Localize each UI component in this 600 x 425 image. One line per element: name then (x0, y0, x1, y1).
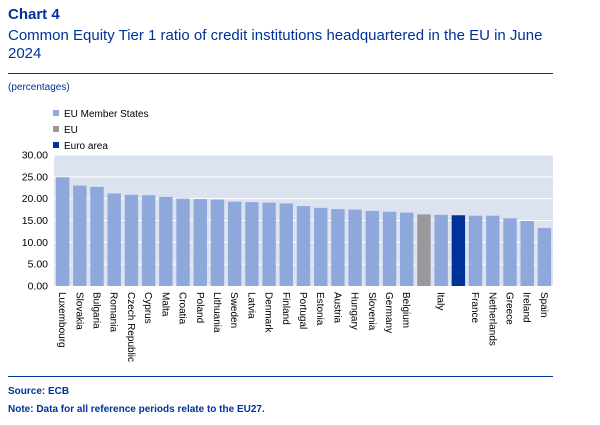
bar-czech-republic (124, 194, 139, 286)
bar-netherlands (486, 215, 500, 286)
bar-belgium (400, 212, 414, 286)
bar-malta (159, 196, 173, 286)
legend-label-euro_area: Euro area (64, 141, 108, 152)
x-axis: Luxembourg Slovakia Bulgaria Romania Czech R… (56, 292, 549, 362)
bar-croatia (176, 198, 190, 286)
bar-france (468, 215, 483, 286)
source-note: Source: ECB (8, 386, 70, 397)
x-tick-label: Croatia (177, 292, 188, 325)
bar-germany (382, 211, 397, 286)
bar-austria (331, 209, 345, 286)
bar-slovenia (365, 210, 380, 286)
bar-ireland (520, 220, 534, 286)
x-tick-label: Denmark (263, 292, 274, 334)
x-tick-label: Estonia (314, 292, 325, 326)
x-tick-label: Greece (503, 292, 514, 325)
x-tick-label: Netherlands (486, 292, 497, 346)
bar-luxembourg (55, 177, 70, 286)
x-tick-label: Bulgaria (91, 292, 102, 329)
y-tick-label: 10.00 (22, 237, 48, 249)
bottom-divider (8, 376, 553, 377)
x-tick-label: Austria (331, 292, 342, 324)
bars (55, 177, 552, 286)
bar-eu (417, 214, 431, 286)
bar-spain (537, 227, 552, 286)
x-tick-label: Poland (194, 292, 205, 323)
x-tick-label: Finland (280, 292, 291, 325)
x-tick-label: Slovakia (73, 292, 84, 330)
x-tick-label: Latvia (245, 292, 256, 319)
chart-number: Chart 4 (8, 6, 60, 23)
bar-romania (107, 193, 121, 286)
x-tick-label: Spain (538, 292, 549, 318)
bar-sweden (227, 201, 242, 286)
x-tick-label: Belgium (400, 292, 411, 328)
bar-chart: EU Member States EU Euro area 0.00 5.00 10.0… (22, 109, 553, 362)
x-tick-label: Sweden (228, 292, 239, 328)
y-tick-label: 25.00 (22, 171, 48, 183)
bar-italy (434, 214, 448, 286)
legend-swatch-member (53, 110, 59, 116)
x-tick-label: Slovenia (366, 292, 377, 331)
footnote: Note: Data for all reference periods rel… (8, 404, 265, 415)
bar-hungary (348, 209, 362, 286)
top-divider (8, 73, 553, 74)
y-tick-label: 5.00 (28, 259, 49, 271)
x-tick-label: Luxembourg (56, 292, 67, 348)
legend-label-member: EU Member States (64, 109, 148, 120)
bar-slovakia (73, 185, 87, 286)
legend: EU Member States EU Euro area (53, 109, 148, 152)
y-axis: 0.00 5.00 10.00 15.00 20.00 25.00 30.00 (22, 150, 48, 293)
x-tick-label: Hungary (349, 292, 360, 330)
bar-lithuania (210, 199, 225, 286)
bar-bulgaria (90, 186, 104, 286)
bar-estonia (313, 207, 328, 286)
bar-latvia (245, 202, 259, 286)
legend-label-eu: EU (64, 125, 78, 136)
x-tick-label: Germany (383, 292, 394, 333)
chart-title: Common Equity Tier 1 ratio of credit ins… (8, 27, 543, 62)
x-tick-label: Ireland (521, 292, 532, 323)
bar-poland (193, 199, 207, 286)
x-tick-label: Lithuania (211, 292, 222, 333)
x-tick-label: Cyprus (142, 292, 153, 324)
x-tick-label: Czech Republic (125, 292, 136, 362)
bar-euro-area (451, 215, 466, 286)
y-tick-label: 30.00 (22, 150, 48, 162)
y-tick-label: 15.00 (22, 215, 48, 227)
bar-portugal (296, 206, 311, 286)
legend-swatch-eu (53, 126, 59, 132)
y-tick-label: 20.00 (22, 193, 48, 205)
x-tick-label: Italy (435, 292, 446, 310)
y-tick-label: 0.00 (28, 281, 49, 293)
x-tick-label: France (469, 292, 480, 324)
bar-greece (503, 218, 517, 286)
bar-cyprus (141, 195, 156, 286)
x-tick-label: Romania (108, 292, 119, 332)
legend-swatch-euro_area (53, 142, 59, 148)
bar-denmark (262, 202, 276, 286)
bar-finland (279, 203, 294, 286)
x-tick-label: Portugal (297, 292, 308, 329)
units-label: (percentages) (8, 82, 70, 93)
x-tick-label: Malta (159, 292, 170, 317)
